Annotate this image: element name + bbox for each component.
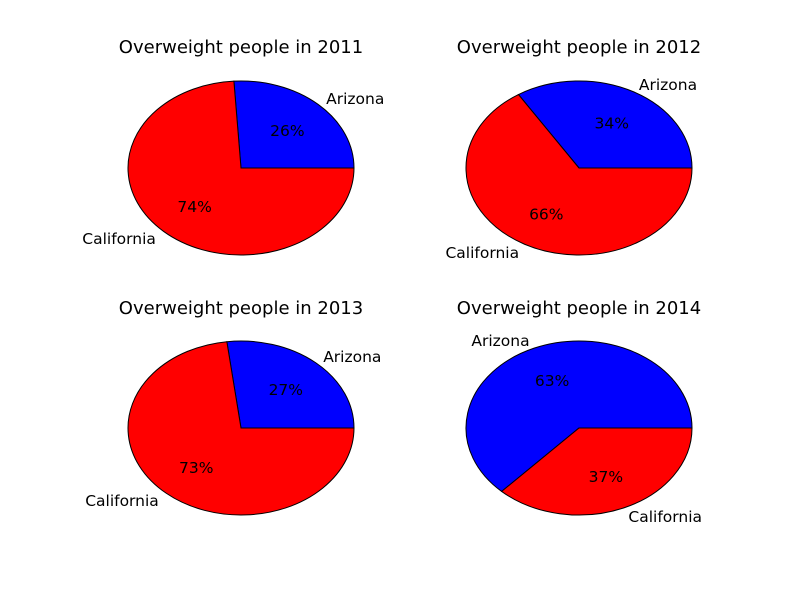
slice-label-arizona: Arizona (639, 76, 697, 94)
pie-slice-arizona (233, 80, 355, 169)
slice-label-california: California (445, 244, 519, 262)
pct-label-california: 66% (529, 206, 563, 224)
pct-label-california: 73% (179, 459, 213, 477)
pie-panel-2012: Overweight people in 2012 Arizona Califo… (445, 37, 701, 262)
pie-slices (465, 80, 693, 256)
pie-slice-california (127, 80, 355, 256)
pie-slice-arizona (226, 340, 355, 429)
pie-slice-arizona (517, 80, 693, 169)
slice-label-arizona: Arizona (326, 90, 384, 108)
pie-slices (127, 340, 355, 516)
pie-slices (127, 80, 355, 256)
pct-label-arizona: 26% (270, 122, 304, 140)
pie-slice-california (127, 341, 355, 516)
pie-panel-2011: Overweight people in 2011 Arizona Califo… (82, 37, 384, 256)
slice-label-california: California (628, 508, 702, 526)
chart-title: Overweight people in 2014 (457, 298, 701, 319)
pct-label-arizona: 27% (269, 381, 303, 399)
pie-panel-2013: Overweight people in 2013 Arizona Califo… (85, 298, 381, 516)
chart-title: Overweight people in 2013 (119, 298, 363, 319)
chart-title: Overweight people in 2011 (119, 37, 363, 58)
pct-label-california: 37% (589, 468, 623, 486)
pie-slice-california (500, 427, 693, 516)
pct-label-arizona: 63% (535, 372, 569, 390)
slice-label-california: California (85, 492, 159, 510)
chart-title: Overweight people in 2012 (457, 37, 701, 58)
slice-label-arizona: Arizona (471, 332, 529, 350)
pie-slice-arizona (465, 340, 693, 493)
pct-label-arizona: 34% (594, 114, 628, 132)
pie-slice-california (465, 93, 693, 256)
pct-label-california: 74% (177, 198, 211, 216)
pie-panel-2014: Overweight people in 2014 Arizona Califo… (457, 298, 702, 526)
slice-label-california: California (82, 230, 156, 248)
pie-slices (465, 340, 693, 516)
slice-label-arizona: Arizona (323, 348, 381, 366)
